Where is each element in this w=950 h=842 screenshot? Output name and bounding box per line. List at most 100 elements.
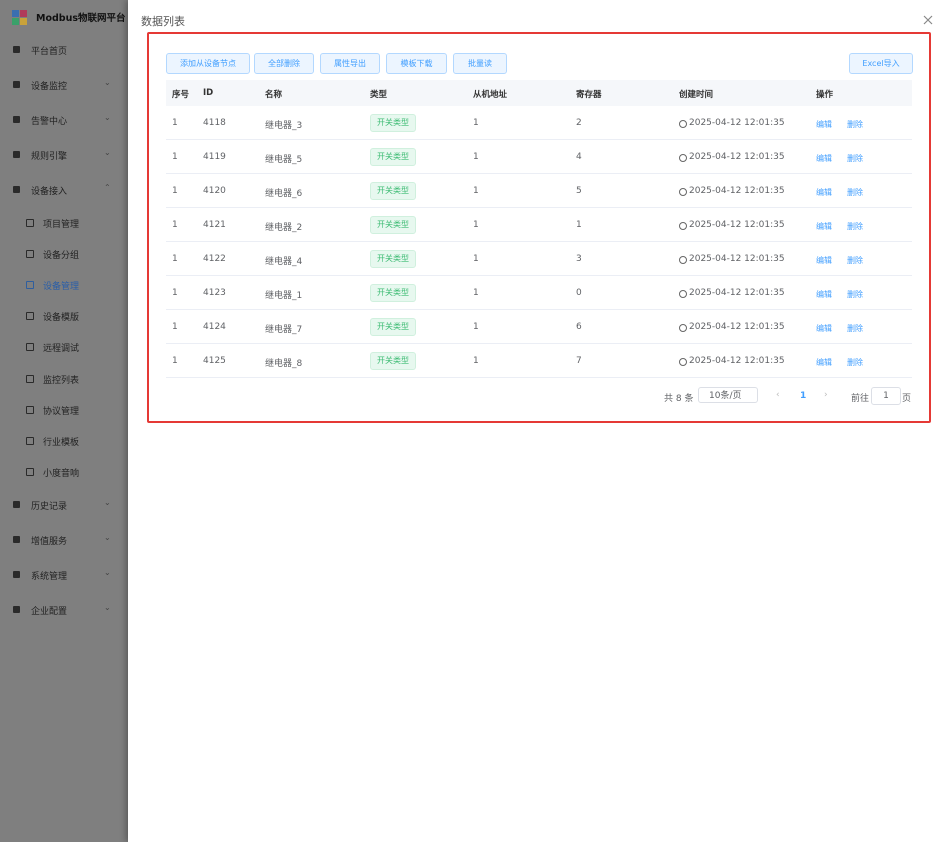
- action-link[interactable]: 删除: [847, 188, 863, 197]
- cell: 1: [172, 356, 178, 366]
- row-border: [166, 173, 912, 174]
- action-link[interactable]: 编辑: [816, 120, 832, 129]
- submenu-item[interactable]: 监控列表: [43, 375, 80, 386]
- toolbar-button[interactable]: 属性导出: [320, 53, 380, 74]
- action-link[interactable]: 删除: [847, 290, 863, 299]
- action-link[interactable]: 删除: [847, 154, 863, 163]
- prev: ‹: [776, 390, 780, 400]
- cell: 继电器_5: [265, 155, 303, 165]
- type-tag: 开关类型: [370, 148, 416, 166]
- cell: 继电器_7: [265, 325, 303, 335]
- toolbar-button[interactable]: 添加从设备节点: [166, 53, 250, 74]
- action-link[interactable]: 编辑: [816, 290, 832, 299]
- type-tag: 开关类型: [370, 284, 416, 302]
- goto-input[interactable]: 1: [871, 387, 901, 405]
- cell: 1: [576, 220, 582, 230]
- page-unit: 页: [902, 394, 912, 404]
- logo: [12, 10, 27, 25]
- cell: 1: [172, 254, 178, 264]
- cell: 4125: [203, 356, 226, 366]
- type-tag: 开关类型: [370, 318, 416, 336]
- menu-item[interactable]: 历史记录: [31, 501, 68, 512]
- action-link[interactable]: 删除: [847, 256, 863, 265]
- cell: 4122: [203, 254, 226, 264]
- menu-item[interactable]: 企业配置: [31, 606, 68, 617]
- cell: 1: [172, 118, 178, 128]
- submenu-item[interactable]: 项目管理: [43, 220, 80, 230]
- menu-item[interactable]: 设备监控: [31, 82, 68, 92]
- action-link[interactable]: 编辑: [816, 154, 832, 163]
- menu-item[interactable]: 设备接入: [31, 187, 68, 197]
- row-border: [166, 207, 912, 208]
- cell: 2025-04-12 12:01:35: [689, 254, 785, 264]
- toolbar-button[interactable]: 模板下载: [386, 53, 447, 74]
- submenu-item[interactable]: 行业模板: [43, 437, 80, 448]
- action-link[interactable]: 编辑: [816, 358, 832, 367]
- action-link[interactable]: 编辑: [816, 256, 832, 265]
- submenu-item[interactable]: 小度音响: [43, 468, 80, 479]
- type-tag: 开关类型: [370, 182, 416, 200]
- submenu-item[interactable]: 远程调试: [43, 344, 80, 355]
- chevron: ⌄: [104, 497, 111, 507]
- close-button[interactable]: [922, 14, 934, 26]
- menu-item[interactable]: 增值服务: [31, 536, 68, 547]
- column-header: 创建时间: [679, 90, 714, 100]
- action-link[interactable]: 删除: [847, 324, 863, 333]
- cell: 继电器_3: [265, 121, 303, 131]
- action-link[interactable]: 编辑: [816, 222, 832, 231]
- cell: 2025-04-12 12:01:35: [689, 220, 785, 230]
- submenu-item[interactable]: 设备分组: [43, 251, 80, 262]
- action-link[interactable]: 删除: [847, 358, 863, 367]
- action-link[interactable]: 编辑: [816, 324, 832, 333]
- chevron: ⌄: [104, 148, 111, 157]
- cell: 4119: [203, 152, 226, 162]
- action-link[interactable]: 删除: [847, 222, 863, 231]
- cell: 1: [172, 288, 178, 298]
- cell: 1: [473, 118, 479, 128]
- cell: 2: [576, 118, 582, 128]
- dialog-title: 数据列表: [141, 15, 185, 28]
- toolbar-button[interactable]: 批量读: [453, 53, 507, 74]
- menu-item[interactable]: 规则引擎: [31, 152, 68, 162]
- action-link[interactable]: 编辑: [816, 188, 832, 197]
- cell: 6: [576, 322, 582, 332]
- cell: 1: [172, 152, 178, 162]
- cell: 2025-04-12 12:01:35: [689, 118, 785, 128]
- menu-icon: [13, 570, 20, 578]
- submenu-icon: [26, 405, 34, 414]
- cell: 4: [576, 152, 582, 162]
- chevron: ⌄: [104, 567, 111, 577]
- cell: 1: [473, 288, 479, 298]
- menu-icon: [13, 500, 20, 508]
- cell: 1: [473, 152, 479, 162]
- menu-icon: [13, 81, 20, 88]
- current-page[interactable]: 1: [800, 391, 807, 401]
- action-link[interactable]: 删除: [847, 120, 863, 129]
- cell: 继电器_8: [265, 359, 303, 369]
- dialog: 数据列表 添加从设备节点 全部删除 属性导出 模板下载 批量读 Excel导入 序号 ID 名称…: [128, 0, 950, 842]
- cell: 7: [576, 356, 582, 366]
- menu-icon: [13, 46, 20, 53]
- row-border: [166, 377, 912, 378]
- submenu-item[interactable]: 设备管理: [43, 282, 80, 293]
- clock-icon: [679, 120, 687, 128]
- cell: 4118: [203, 118, 226, 128]
- menu-icon: [13, 186, 20, 193]
- menu-item[interactable]: 平台首页: [31, 47, 68, 57]
- chevron: ⌄: [104, 78, 111, 87]
- cell: 5: [576, 186, 582, 196]
- cell: 3: [576, 254, 582, 264]
- page-size[interactable]: 10条/页: [698, 387, 758, 403]
- menu-item[interactable]: 系统管理: [31, 571, 68, 582]
- chevron: ⌄: [104, 532, 111, 542]
- column-header: 寄存器: [576, 90, 602, 100]
- import-button[interactable]: Excel导入: [849, 53, 913, 74]
- column-header: 名称: [265, 90, 283, 100]
- toolbar-button[interactable]: 全部删除: [254, 53, 314, 74]
- menu-item[interactable]: 告警中心: [31, 117, 68, 127]
- goto-label: 前往: [851, 394, 870, 404]
- submenu-item[interactable]: 协议管理: [43, 406, 80, 417]
- clock-icon: [679, 222, 687, 230]
- submenu-item[interactable]: 设备模版: [43, 313, 80, 324]
- clock-icon: [679, 188, 687, 196]
